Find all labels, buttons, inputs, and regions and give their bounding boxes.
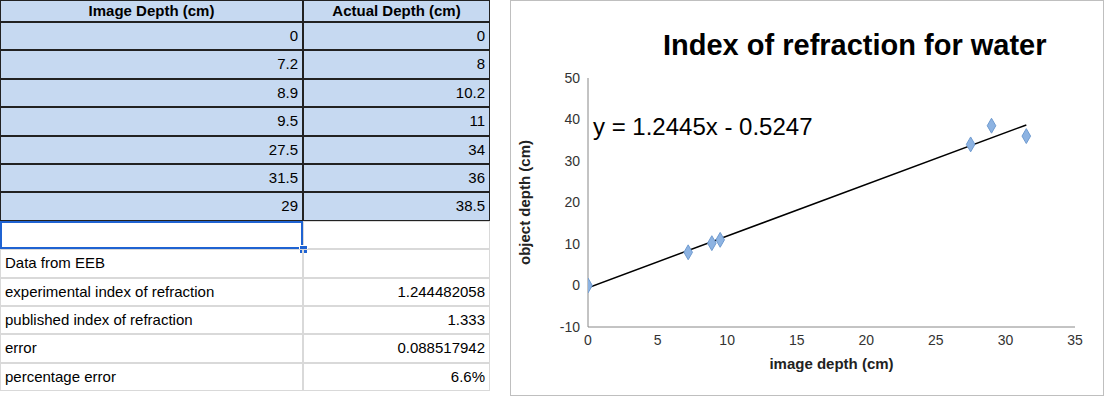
html-text:Actual Depth (cm): Actual Depth (cm) [332, 2, 461, 19]
svg-text:30: 30 [998, 332, 1014, 348]
html-text:27.5: 27.5 [268, 140, 298, 158]
svg-text:image depth (cm): image depth (cm) [769, 355, 893, 372]
svg-text:-10: -10 [560, 319, 580, 335]
html-text:1.333: 1.333 [447, 311, 485, 328]
svg-text:5: 5 [654, 332, 662, 348]
html-text:published index of refraction: published index of refraction [5, 311, 193, 328]
html-text:34: 34 [468, 140, 485, 158]
html-text:Index of refraction for water: Index of refraction for water [663, 29, 1047, 61]
svg-text:35: 35 [1067, 332, 1083, 348]
svg-text:40: 40 [564, 111, 580, 127]
html-text:1.244482058: 1.244482058 [397, 282, 485, 300]
svg-text:0: 0 [584, 332, 592, 348]
html-text:10.2: 10.2 [455, 83, 485, 101]
html-text:36: 36 [468, 169, 485, 186]
svg-text:10: 10 [564, 236, 580, 252]
svg-text:30: 30 [564, 153, 580, 169]
svg-text:20: 20 [564, 194, 580, 210]
html-text:29: 29 [281, 197, 298, 215]
html-text:Data from EEB: Data from EEB [5, 254, 105, 272]
html-text:0: 0 [476, 27, 485, 44]
svg-text:20: 20 [858, 332, 874, 348]
svg-text:10: 10 [719, 332, 735, 348]
html-text:y = 1.2445x - 0.5247: y = 1.2445x - 0.5247 [593, 113, 813, 140]
html-text:percentage error: percentage error [5, 367, 116, 385]
html-text:experimental index of refracti: experimental index of refraction [5, 282, 215, 300]
svg-text:15: 15 [789, 332, 805, 348]
html-text:8: 8 [476, 55, 485, 73]
svg-text:object depth (cm): object depth (cm) [516, 140, 533, 265]
html-text:0: 0 [289, 27, 298, 44]
html-text:38.5: 38.5 [455, 197, 485, 215]
html-text:9.5: 9.5 [277, 112, 298, 130]
html-text:6.6%: 6.6% [450, 367, 485, 385]
svg-text:25: 25 [928, 332, 944, 348]
html-text:Image Depth (cm): Image Depth (cm) [88, 2, 215, 19]
html-text:11: 11 [469, 112, 485, 130]
html-text:error: error [5, 339, 37, 357]
html-text:7.2: 7.2 [277, 55, 298, 73]
html-text:31.5: 31.5 [268, 169, 298, 186]
svg-text:50: 50 [564, 70, 580, 86]
html-text:0.088517942: 0.088517942 [397, 339, 485, 357]
svg-text:0: 0 [572, 277, 580, 293]
html-text:8.9: 8.9 [277, 83, 298, 101]
